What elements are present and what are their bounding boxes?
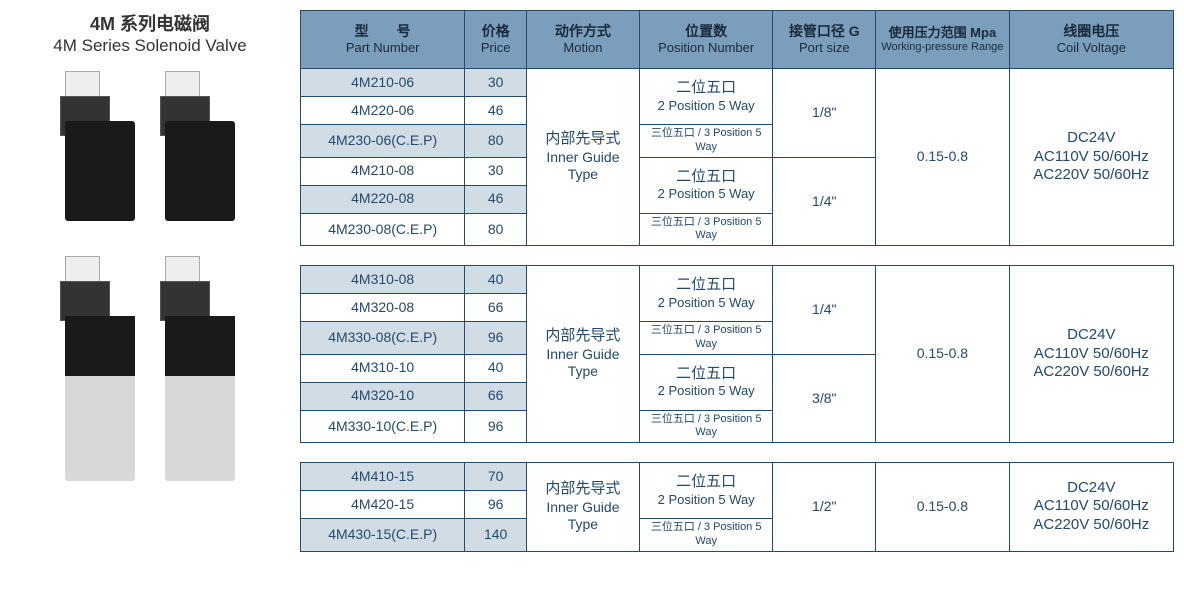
spec-table-container: 型 号Part Number 价格Price 动作方式Motion 位置数Pos… <box>300 10 1174 601</box>
table-row: 4M210-06 30 内部先导式 Inner Guide Type 二位五口 … <box>301 69 1174 97</box>
cell-part: 4M330-10(C.E.P) <box>301 410 465 443</box>
cell-price: 66 <box>465 382 527 410</box>
cell-coil: DC24V AC110V 50/60Hz AC220V 50/60Hz <box>1009 463 1173 552</box>
cell-part: 4M320-08 <box>301 294 465 322</box>
table-row: 4M410-15 70 内部先导式 Inner Guide Type 二位五口 … <box>301 463 1174 491</box>
cell-price: 40 <box>465 266 527 294</box>
cell-part: 4M430-15(C.E.P) <box>301 519 465 552</box>
title-block: 4M 系列电磁阀 4M Series Solenoid Valve <box>10 10 290 56</box>
cell-price: 96 <box>465 410 527 443</box>
header-part: 型 号Part Number <box>301 11 465 69</box>
cell-port: 3/8" <box>773 354 876 443</box>
cell-part: 4M230-08(C.E.P) <box>301 213 465 246</box>
cell-part: 4M310-10 <box>301 354 465 382</box>
header-coil: 线圈电压Coil Voltage <box>1009 11 1173 69</box>
cell-motion: 内部先导式 Inner Guide Type <box>526 69 639 246</box>
cell-posnum: 二位五口 2 Position 5 Way <box>639 463 773 519</box>
cell-coil: DC24V AC110V 50/60Hz AC220V 50/60Hz <box>1009 69 1173 246</box>
valve-illustration <box>160 261 240 481</box>
cell-motion: 内部先导式 Inner Guide Type <box>526 463 639 552</box>
cell-part: 4M330-08(C.E.P) <box>301 322 465 355</box>
cell-part: 4M210-06 <box>301 69 465 97</box>
cell-price: 40 <box>465 354 527 382</box>
cell-part: 4M230-06(C.E.P) <box>301 125 465 158</box>
header-press: 使用压力范围 MpaWorking-pressure Range <box>876 11 1010 69</box>
cell-price: 96 <box>465 491 527 519</box>
cell-port: 1/4" <box>773 157 876 246</box>
cell-pressure: 0.15-0.8 <box>876 69 1010 246</box>
cell-part: 4M220-06 <box>301 97 465 125</box>
cell-port: 1/4" <box>773 266 876 355</box>
cell-price: 80 <box>465 213 527 246</box>
cell-price: 30 <box>465 69 527 97</box>
cell-motion: 内部先导式 Inner Guide Type <box>526 266 639 443</box>
cell-price: 80 <box>465 125 527 158</box>
cell-coil: DC24V AC110V 50/60Hz AC220V 50/60Hz <box>1009 266 1173 443</box>
cell-posnum: 二位五口 2 Position 5 Way <box>639 266 773 322</box>
cell-posnum: 三位五口 / 3 Position 5 Way <box>639 410 773 443</box>
product-image-row-2 <box>10 261 290 481</box>
title-cn: 4M 系列电磁阀 <box>10 10 290 36</box>
table-header-row: 型 号Part Number 价格Price 动作方式Motion 位置数Pos… <box>301 11 1174 69</box>
cell-price: 46 <box>465 185 527 213</box>
cell-port: 1/8" <box>773 69 876 158</box>
valve-illustration <box>60 261 140 481</box>
valve-illustration <box>60 71 140 221</box>
cell-price: 30 <box>465 157 527 185</box>
spec-table: 型 号Part Number 价格Price 动作方式Motion 位置数Pos… <box>300 10 1174 552</box>
header-posnum: 位置数Position Number <box>639 11 773 69</box>
cell-price: 46 <box>465 97 527 125</box>
cell-posnum: 三位五口 / 3 Position 5 Way <box>639 125 773 158</box>
cell-price: 70 <box>465 463 527 491</box>
left-column: 4M 系列电磁阀 4M Series Solenoid Valve <box>10 10 300 601</box>
gap-row <box>301 246 1174 266</box>
cell-part: 4M320-10 <box>301 382 465 410</box>
header-motion: 动作方式Motion <box>526 11 639 69</box>
cell-posnum: 二位五口 2 Position 5 Way <box>639 157 773 213</box>
cell-price: 66 <box>465 294 527 322</box>
cell-pressure: 0.15-0.8 <box>876 266 1010 443</box>
table-row: 4M310-08 40 内部先导式 Inner Guide Type 二位五口 … <box>301 266 1174 294</box>
cell-port: 1/2" <box>773 463 876 552</box>
gap-row <box>301 443 1174 463</box>
cell-price: 96 <box>465 322 527 355</box>
header-price: 价格Price <box>465 11 527 69</box>
cell-posnum: 三位五口 / 3 Position 5 Way <box>639 213 773 246</box>
header-port: 接管口径 GPort size <box>773 11 876 69</box>
cell-part: 4M210-08 <box>301 157 465 185</box>
cell-price: 140 <box>465 519 527 552</box>
cell-part: 4M420-15 <box>301 491 465 519</box>
cell-pressure: 0.15-0.8 <box>876 463 1010 552</box>
cell-part: 4M310-08 <box>301 266 465 294</box>
product-image-row-1 <box>10 71 290 221</box>
cell-posnum: 三位五口 / 3 Position 5 Way <box>639 519 773 552</box>
cell-part: 4M220-08 <box>301 185 465 213</box>
cell-part: 4M410-15 <box>301 463 465 491</box>
cell-posnum: 二位五口 2 Position 5 Way <box>639 69 773 125</box>
valve-illustration <box>160 71 240 221</box>
cell-posnum: 三位五口 / 3 Position 5 Way <box>639 322 773 355</box>
title-en: 4M Series Solenoid Valve <box>10 36 290 56</box>
cell-posnum: 二位五口 2 Position 5 Way <box>639 354 773 410</box>
